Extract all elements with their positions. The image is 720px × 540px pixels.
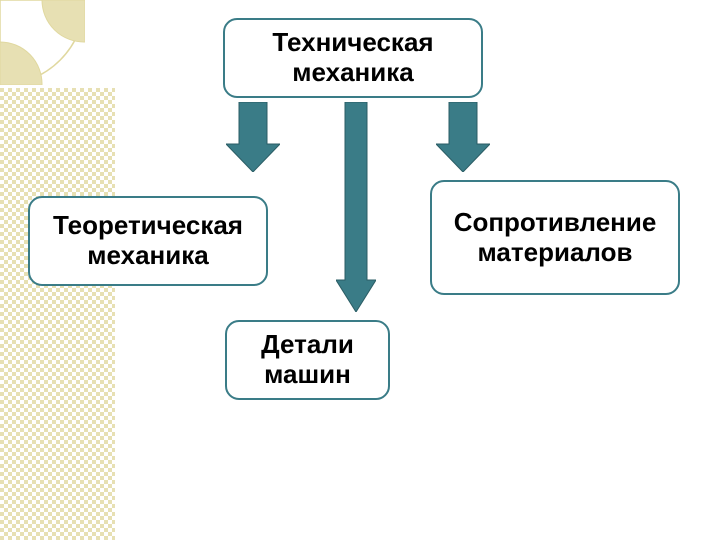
node-theoretical-mechanics: Теоретическая механика xyxy=(28,196,268,286)
node-label: Техническая механика xyxy=(225,28,481,88)
node-label: Детали машин xyxy=(227,330,388,390)
node-label: Теоретическая механика xyxy=(30,211,266,271)
node-strength-of-materials: Сопротивление материалов xyxy=(430,180,680,295)
node-technical-mechanics: Техническая механика xyxy=(223,18,483,98)
node-machine-parts: Детали машин xyxy=(225,320,390,400)
node-label: Сопротивление материалов xyxy=(432,208,678,268)
arrow-down-left xyxy=(226,102,280,172)
corner-ornament xyxy=(0,0,85,85)
diagram-canvas: Техническая механика Теоретическая механ… xyxy=(0,0,720,540)
left-pattern-strip xyxy=(0,88,115,540)
arrow-down-right xyxy=(436,102,490,172)
arrow-down-center xyxy=(336,102,376,312)
